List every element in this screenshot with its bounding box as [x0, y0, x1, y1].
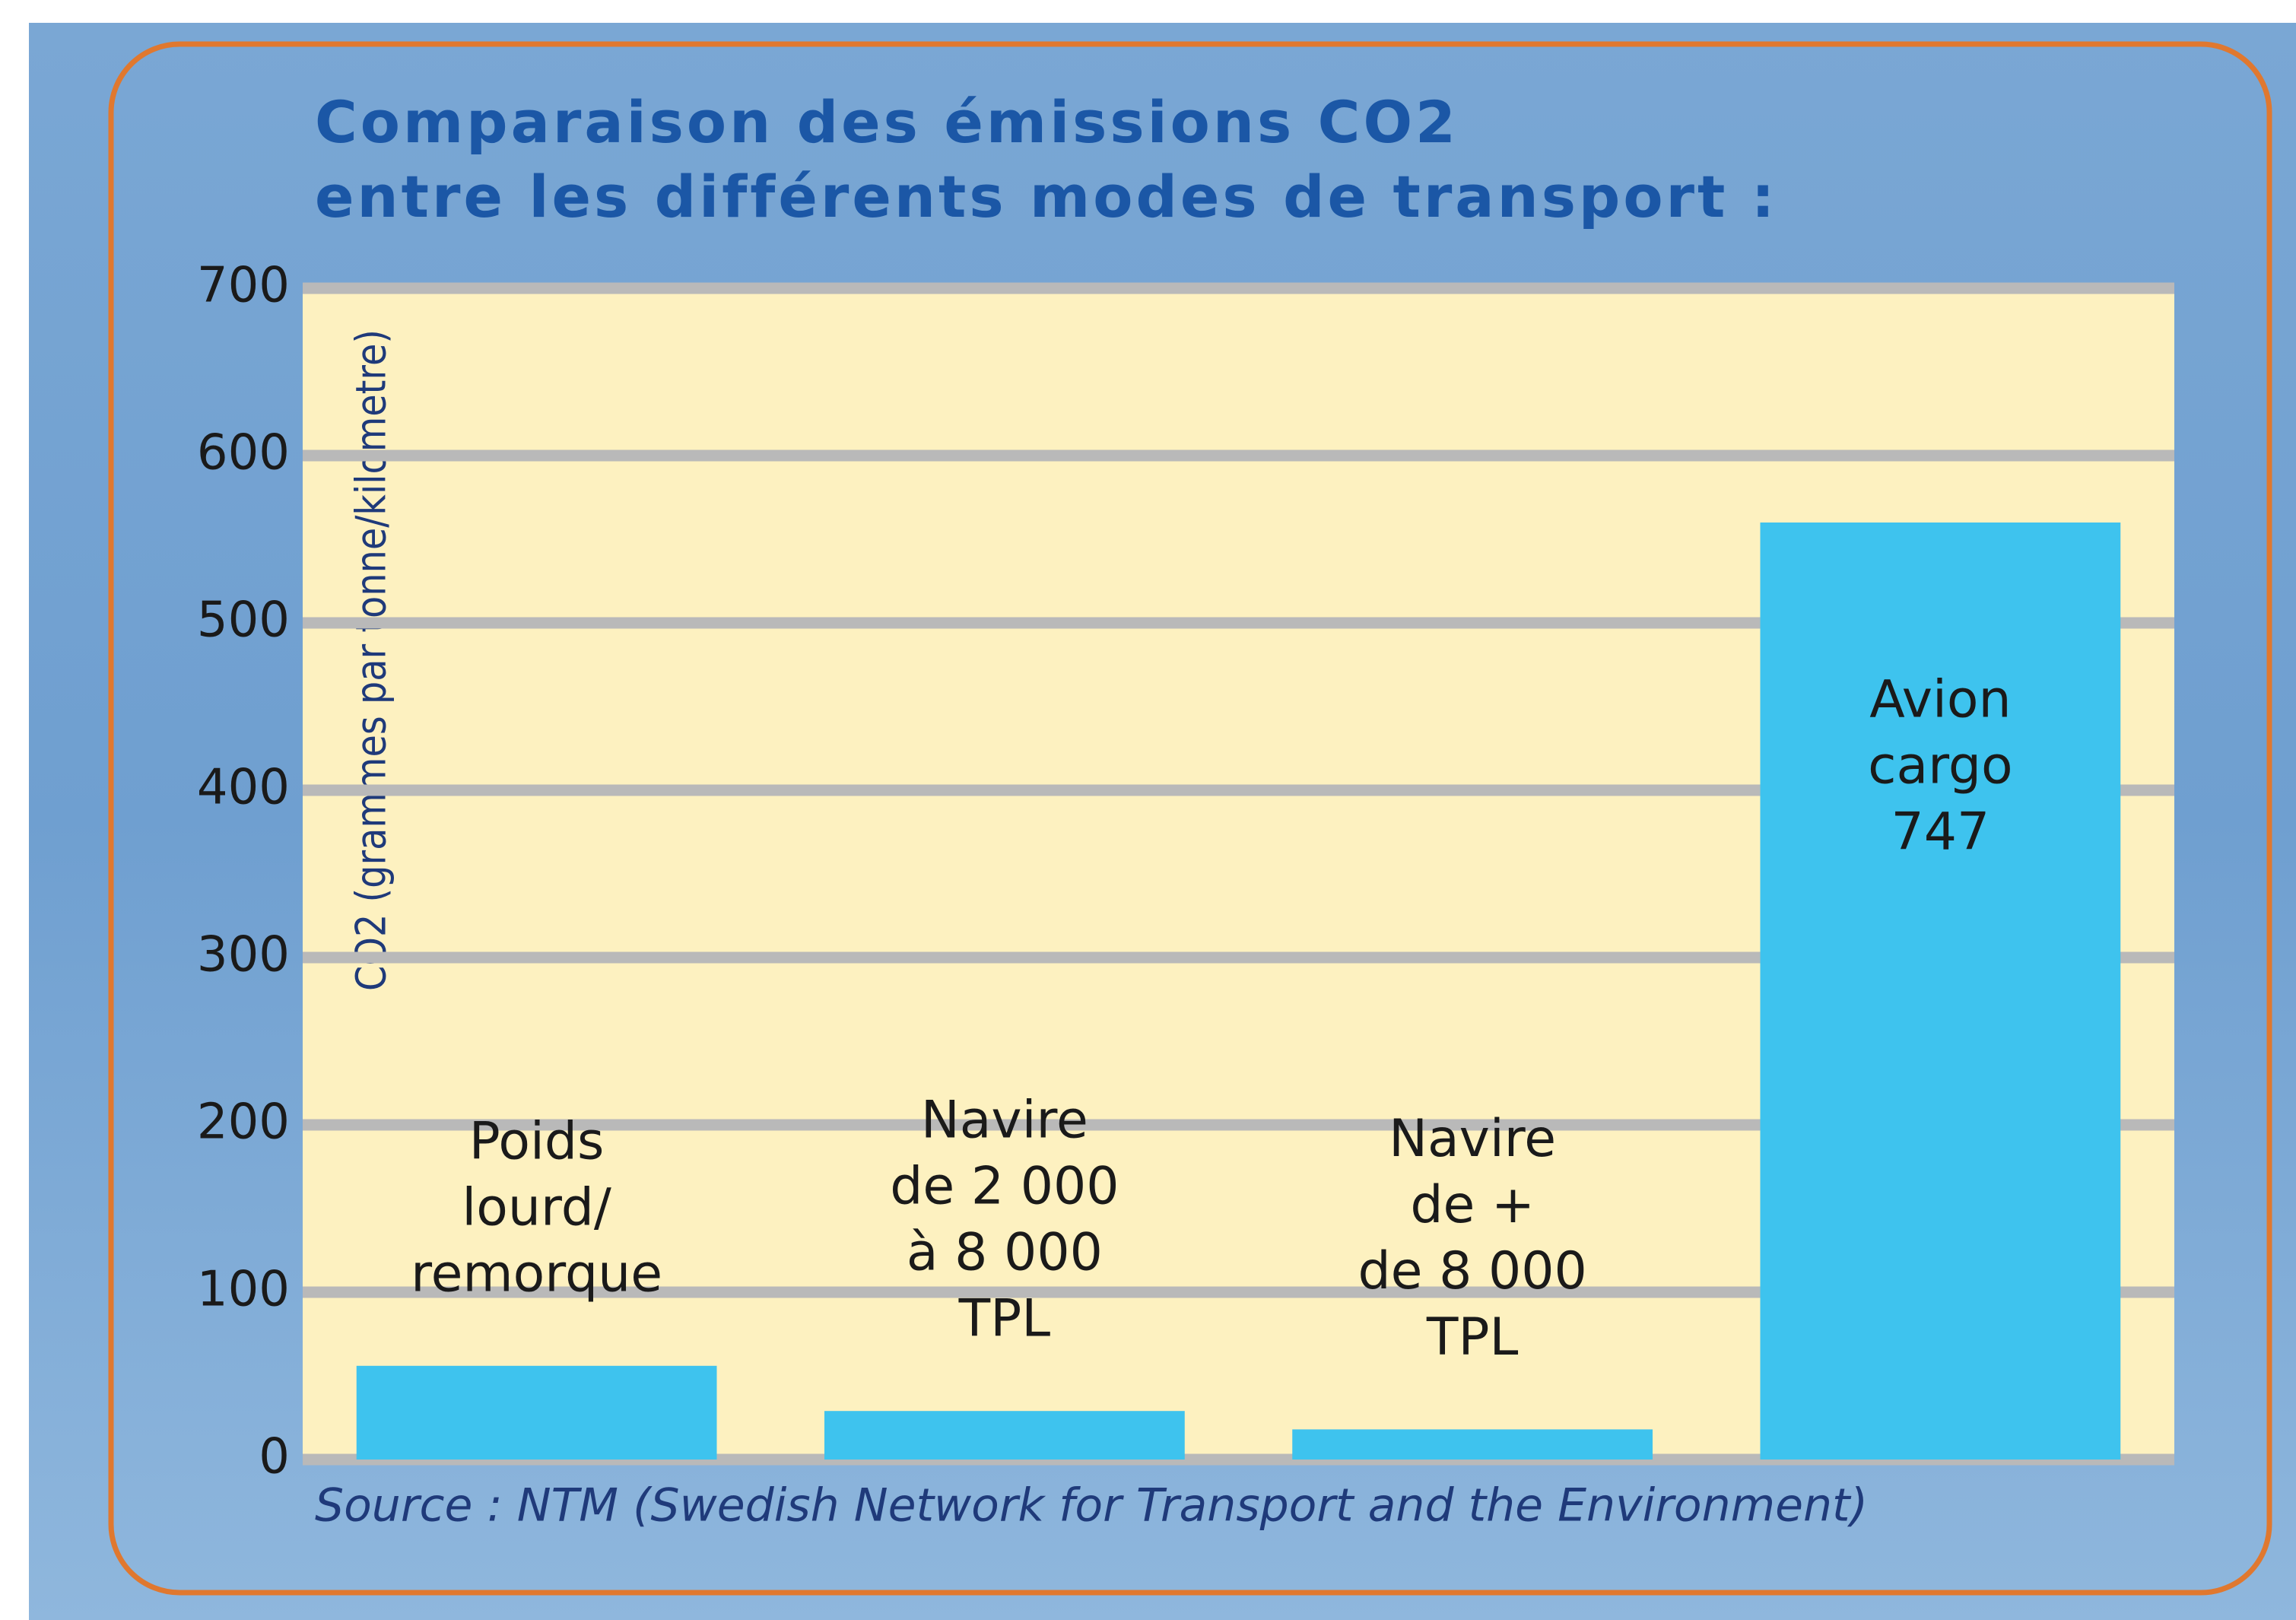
bar	[824, 1411, 1185, 1460]
category-label: cargo	[1868, 736, 2013, 796]
category-label: Avion	[1869, 670, 2011, 730]
category-label: remorque	[411, 1244, 662, 1304]
y-tick-label: 300	[197, 927, 290, 983]
chart-title: entre les différents modes de transport …	[315, 163, 1777, 230]
bar	[357, 1366, 717, 1460]
category-label: de 8 000	[1358, 1241, 1586, 1301]
chart: Comparaison des émissions CO2 entre les …	[0, 0, 2296, 1620]
y-tick-label: 600	[197, 425, 290, 481]
y-tick-label: 400	[197, 760, 290, 816]
y-tick-label: 100	[197, 1262, 290, 1318]
category-label: de 2 000	[890, 1157, 1119, 1217]
bar	[1761, 523, 2121, 1460]
source-note: Source : NTM (Swedish Network for Transp…	[315, 1479, 1868, 1533]
chart-title: Comparaison des émissions CO2	[315, 88, 1459, 156]
category-label: de +	[1410, 1175, 1535, 1235]
category-label: à 8 000	[907, 1223, 1103, 1283]
category-label: TPL	[1426, 1307, 1519, 1367]
category-label: Navire	[921, 1091, 1088, 1151]
category-label: 747	[1891, 802, 1990, 862]
y-tick-label: 0	[259, 1429, 290, 1485]
category-label: Navire	[1389, 1109, 1556, 1169]
y-tick-label: 500	[197, 592, 290, 649]
y-tick-label: 200	[197, 1094, 290, 1151]
category-label: lourd/	[462, 1177, 611, 1237]
category-label: TPL	[958, 1289, 1051, 1349]
category-label: Poids	[469, 1111, 605, 1171]
y-tick-label: 700	[197, 258, 290, 314]
bar	[1292, 1429, 1653, 1460]
page: Comparaison des émissions CO2 entre les …	[0, 0, 2296, 1620]
y-axis-label: CO2 (grammes par tonne/kilometre)	[348, 329, 395, 991]
